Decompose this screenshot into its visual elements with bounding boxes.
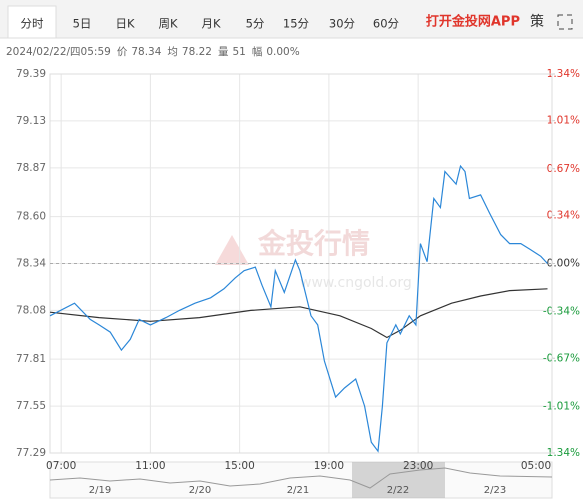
x-tick-label: 19:00 [314,460,344,472]
x-tick-label: 05:00 [521,460,551,472]
tab[interactable]: 周K [158,17,177,31]
y-tick-label: 79.13 [16,115,46,127]
navigator-window[interactable] [352,462,445,498]
y-tick-label: 78.87 [16,162,46,174]
tab-selected-bg [7,5,57,39]
watermark-title: 金投行情 [257,227,370,260]
y2-tick-label: 1.34% [547,68,580,80]
navigator-line [49,467,553,489]
tab[interactable]: 30分 [329,17,356,31]
y-tick-label: 78.08 [16,304,46,316]
info-value: 51 [232,46,245,58]
y2-tick-label: 0.67% [547,163,580,175]
tab[interactable]: 日K [115,17,134,31]
tab[interactable]: 15分 [283,17,310,31]
y-tick-label: 78.34 [16,258,46,270]
tab[interactable]: 5日 [73,17,92,31]
x-tick-label: 23:00 [403,460,433,472]
x-tick-label: 07:00 [46,460,76,472]
x-tick-label: 11:00 [135,460,165,472]
navigator-label: 2/20 [189,485,211,496]
watermark-site: www.cngold.org [300,275,412,291]
navigator-label: 2/21 [287,485,309,496]
fullscreen-icon[interactable] [557,14,573,30]
y2-tick-label: 0.34% [547,209,580,221]
watermark: 金投行情 www.cngold.org [215,227,412,291]
y-tick-label: 77.29 [16,447,46,459]
navigator[interactable] [49,461,553,499]
info-label: 量 [218,46,229,58]
tab[interactable]: 分时 [21,17,44,31]
info-value: 78.22 [182,46,212,58]
price-line [49,164,548,453]
tab[interactable]: 5分 [246,17,265,31]
y-tick-label: 77.81 [16,353,46,365]
y-tick-label: 79.39 [16,68,46,80]
info-label: 均 [167,46,178,58]
y2-tick-label: -0.67% [543,352,580,364]
navigator-label: 2/19 [89,485,111,496]
y2-tick-label: 0.00% [547,258,580,270]
y2-tick-label: -0.34% [543,306,580,318]
info-datetime: 2024/02/22/四05:59 [6,46,111,58]
navigator-label: 2/23 [484,485,506,496]
y2-tick-label: 1.01% [547,115,580,127]
info-label: 价 [117,46,128,58]
y-tick-label: 78.60 [16,211,46,223]
tab[interactable]: 月K [201,17,220,31]
app-link[interactable]: 打开金投网APP [426,14,520,30]
x-tick-label: 15:00 [225,460,255,472]
y2-tick-label: -1.01% [543,400,580,412]
tab[interactable]: 60分 [373,17,400,31]
info-value: 78.34 [131,46,161,58]
info-label: 幅 [252,45,263,58]
info-value: 0.00% [266,46,299,58]
navigator-label: 2/22 [387,485,409,496]
y-tick-label: 77.55 [16,400,46,412]
strategy-icon[interactable]: 策 [530,13,544,30]
watermark-logo [215,235,249,265]
avg-line [49,288,548,339]
tab-bar [0,0,583,38]
